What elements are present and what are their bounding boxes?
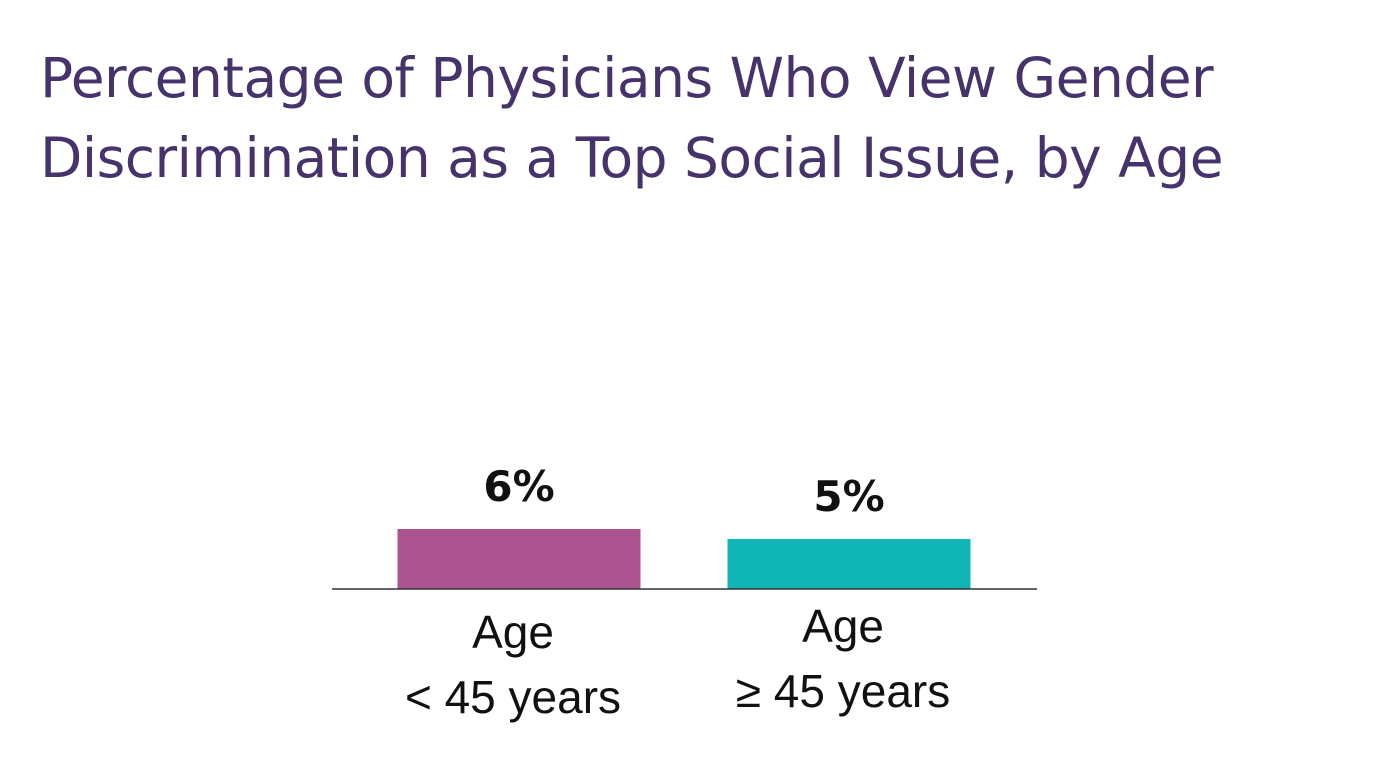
chart-title-line-2: Discrimination as a Top Social Issue, by… (40, 126, 1224, 190)
labels-layer: 6% Age < 45 years 5% Age ≥ 45 years (405, 462, 950, 723)
value-label-2: 5% (813, 472, 884, 521)
bar-2 (727, 539, 971, 589)
category-label-1-line-1: Age (472, 606, 554, 658)
category-label-2-line-2: ≥ 45 years (736, 665, 950, 717)
value-label-1: 6% (483, 462, 554, 511)
bar-1 (397, 529, 641, 589)
category-label-1-line-2: < 45 years (405, 671, 621, 723)
bars-layer (397, 529, 971, 589)
chart-title-line-1: Percentage of Physicians Who View Gender (40, 46, 1214, 110)
category-label-2-line-1: Age (802, 600, 884, 652)
chart-title: Percentage of Physicians Who View Gender… (40, 38, 1360, 198)
